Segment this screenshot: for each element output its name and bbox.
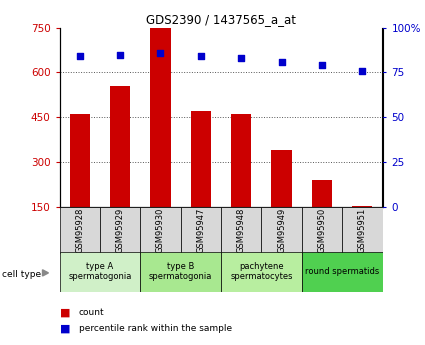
Point [116,52,123,57]
Bar [312,180,332,207]
Bar [302,207,342,254]
Text: GSM95929: GSM95929 [116,208,125,253]
Text: GSM95930: GSM95930 [156,208,165,253]
Text: pachytene
spermatocytes: pachytene spermatocytes [230,262,293,282]
Text: cell type: cell type [2,270,41,279]
Bar [191,111,211,207]
Polygon shape [42,270,48,276]
Text: GSM95928: GSM95928 [75,208,84,253]
Bar [261,207,302,254]
Bar [70,114,90,207]
Bar [302,252,382,292]
Point [359,68,366,73]
Text: ■: ■ [60,324,70,333]
Bar [352,206,372,207]
Bar [60,207,100,254]
Text: GSM95950: GSM95950 [317,208,326,253]
Text: ■: ■ [60,307,70,317]
Text: GSM95948: GSM95948 [237,208,246,253]
Text: GSM95949: GSM95949 [277,208,286,253]
Bar [140,207,181,254]
Bar [60,252,140,292]
Text: GSM95947: GSM95947 [196,208,205,253]
Bar [140,252,221,292]
Bar [221,207,261,254]
Bar [100,207,140,254]
Title: GDS2390 / 1437565_a_at: GDS2390 / 1437565_a_at [146,13,296,27]
Point [318,62,325,68]
Point [76,53,83,59]
Bar [231,114,251,207]
Text: percentile rank within the sample: percentile rank within the sample [79,324,232,333]
Bar [181,207,221,254]
Text: type A
spermatogonia: type A spermatogonia [68,262,132,282]
Point [278,59,285,65]
Bar [150,28,170,207]
Bar [272,150,292,207]
Bar [110,86,130,207]
Text: round spermatids: round spermatids [305,267,379,276]
Text: type B
spermatogonia: type B spermatogonia [149,262,212,282]
Point [197,53,204,59]
Bar [342,207,382,254]
Text: count: count [79,308,104,317]
Bar [221,252,302,292]
Text: GSM95951: GSM95951 [358,208,367,253]
Point [157,50,164,56]
Point [238,55,244,61]
